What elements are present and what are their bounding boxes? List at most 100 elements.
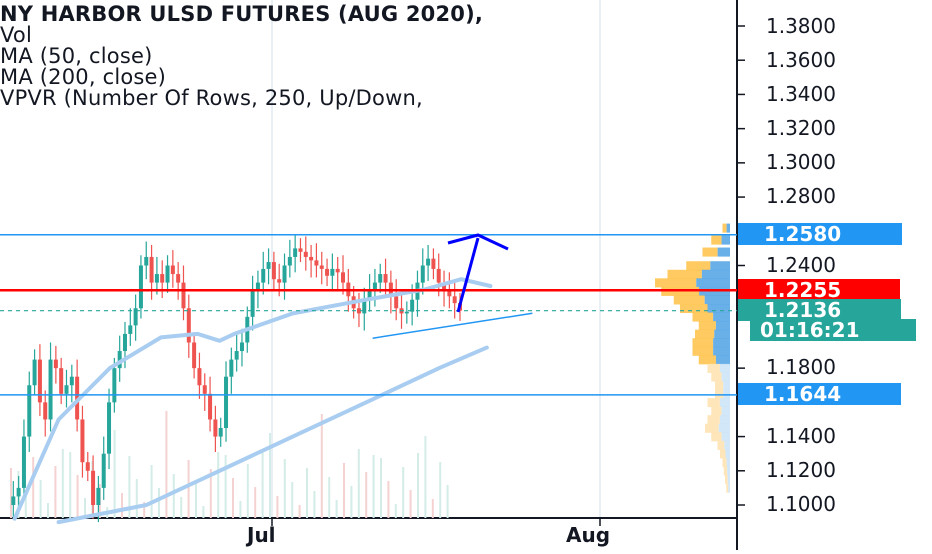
candle-body	[32, 359, 37, 386]
vpvr-bar-down	[723, 466, 728, 476]
volume-bar	[128, 456, 131, 518]
legend-ma50[interactable]: MA (50, close)	[0, 44, 153, 68]
candle-body	[202, 385, 207, 394]
candle-body	[261, 268, 266, 283]
candle-body	[330, 268, 335, 276]
candle-body	[197, 368, 202, 386]
volume-bar	[328, 477, 331, 518]
vpvr-bar-down	[715, 389, 724, 399]
candle-body	[218, 428, 223, 437]
vpvr-bar-up	[723, 389, 730, 399]
vpvr-bar-up	[721, 432, 730, 442]
volume-bar	[47, 503, 49, 518]
candle-body	[96, 487, 101, 505]
vpvr-bar-up	[714, 329, 730, 339]
vpvr-bar-up	[717, 247, 730, 257]
vpvr-bar-up	[721, 235, 730, 245]
vpvr-bar-down	[695, 329, 715, 339]
price-tick: 1.3600	[766, 48, 836, 72]
vpvr-bar-up	[713, 312, 730, 322]
legend-ma200[interactable]: MA (200, close)	[0, 65, 167, 89]
volume-bar	[313, 491, 316, 518]
candle-body	[426, 258, 431, 266]
vpvr-bar-down	[711, 406, 722, 416]
volume-bar	[269, 433, 271, 518]
level-price-tag: 1.2255	[738, 279, 900, 301]
legend-vol[interactable]: Vol	[0, 23, 33, 47]
candle-body	[160, 274, 165, 283]
candle-body	[117, 351, 122, 369]
volume-bar	[343, 463, 345, 518]
candle-body	[69, 376, 74, 386]
vpvr-bar-down	[702, 247, 718, 257]
ma200-line	[56, 345, 489, 525]
candle-body	[319, 265, 324, 269]
candle-body	[122, 333, 127, 352]
arrow-head	[447, 233, 509, 251]
vpvr-bar-down	[707, 415, 720, 425]
price-tick: 1.1200	[766, 458, 836, 482]
price-tick: 1.1400	[766, 424, 836, 448]
candle-body	[372, 282, 377, 292]
candle-body	[314, 260, 319, 266]
volume-bar	[357, 449, 360, 518]
price-tick: 1.3000	[766, 150, 836, 174]
price-tick: 1.3200	[766, 116, 836, 140]
volume-bar	[158, 488, 160, 518]
vpvr-bar-down	[725, 475, 728, 485]
vpvr-bar-up	[726, 223, 730, 233]
vpvr-bar-up	[721, 372, 730, 382]
candle-body	[341, 272, 346, 283]
candle-body	[309, 256, 314, 261]
candle-body	[48, 359, 53, 420]
candle-body	[298, 248, 303, 252]
candle-body	[436, 268, 441, 283]
vpvr-bar-down	[680, 303, 708, 314]
candle-body	[367, 291, 372, 300]
vpvr-bar-up	[726, 457, 730, 468]
trendline	[372, 312, 533, 339]
candle-body	[138, 265, 143, 309]
vpvr-bar-down	[707, 363, 720, 373]
candle-body	[43, 402, 48, 420]
volume-bar	[320, 414, 323, 518]
resistance-price-tag: 1.2580	[738, 223, 902, 245]
last-price-tag: 1.2136	[738, 299, 901, 321]
candle-body	[293, 248, 298, 257]
volume-bar	[261, 450, 264, 518]
legend-vpvr[interactable]: VPVR (Number Of Rows, 250, Up/Down,	[0, 86, 423, 110]
volume-bar	[402, 467, 405, 518]
candle-body	[447, 289, 452, 297]
candle-body	[16, 487, 21, 497]
candle-body	[53, 359, 58, 369]
volume-bar	[54, 466, 57, 518]
volume-bar	[298, 505, 301, 518]
candle-body	[154, 274, 159, 283]
candle-body	[133, 308, 138, 326]
candle-body	[27, 385, 32, 437]
candle-body	[410, 299, 415, 312]
vpvr-bar-up	[723, 380, 730, 391]
vpvr-bar-up	[701, 269, 730, 279]
vpvr-bar-up	[725, 449, 730, 459]
vpvr-bar-up	[724, 440, 730, 450]
vpvr-bar-up	[713, 346, 730, 356]
candle-body	[101, 453, 106, 488]
volume-bar	[439, 462, 442, 518]
vpvr-bar-down	[698, 355, 716, 365]
candle-body	[165, 265, 170, 283]
vpvr-bar-up	[718, 423, 730, 433]
candle-body	[239, 342, 244, 352]
volume-bar	[431, 499, 434, 518]
candle-body	[181, 282, 186, 309]
volume-bar	[409, 490, 412, 518]
candle-body	[378, 274, 383, 283]
candle-body	[420, 265, 425, 283]
volume-bar	[335, 500, 338, 518]
vpvr-bar-up	[719, 398, 730, 408]
volume-bar	[232, 478, 234, 518]
time-label-aug: Aug	[566, 523, 611, 547]
vpvr-bar-down	[711, 235, 722, 245]
